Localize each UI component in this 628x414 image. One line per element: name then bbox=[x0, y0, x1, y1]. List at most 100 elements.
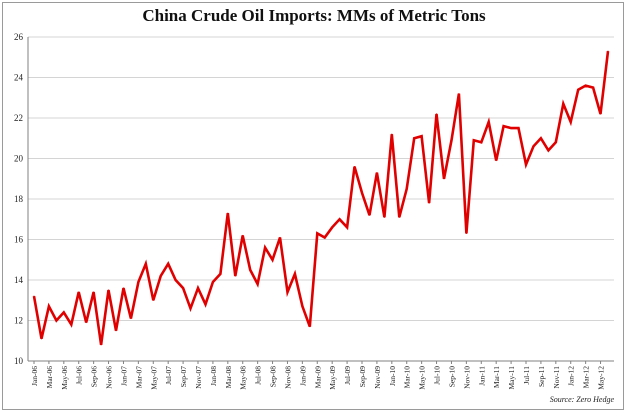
data-point bbox=[115, 330, 117, 332]
x-tick-label: Jul-10 bbox=[433, 366, 442, 385]
x-tick-label: Mar-06 bbox=[45, 366, 54, 389]
x-tick-label: Sep-07 bbox=[179, 366, 188, 387]
series-line bbox=[32, 51, 610, 345]
data-point bbox=[488, 121, 490, 123]
axes bbox=[27, 37, 614, 362]
y-tick-label: 14 bbox=[14, 275, 24, 285]
x-tick-label: May-10 bbox=[418, 366, 427, 390]
data-point bbox=[309, 325, 311, 328]
y-tick-label: 10 bbox=[14, 356, 24, 366]
x-tick-label: Sep-11 bbox=[537, 366, 546, 387]
data-point bbox=[503, 125, 505, 127]
x-tick-label: Mar-08 bbox=[224, 366, 233, 389]
data-point bbox=[607, 50, 609, 52]
data-point bbox=[130, 317, 132, 320]
data-point bbox=[167, 263, 169, 265]
y-tick-label: 12 bbox=[14, 316, 23, 326]
data-point bbox=[458, 93, 460, 95]
data-point bbox=[406, 188, 408, 190]
x-tick-label: Nov-06 bbox=[105, 366, 114, 389]
data-point bbox=[398, 216, 400, 218]
data-point bbox=[443, 178, 445, 180]
x-tick-label: Jul-08 bbox=[254, 366, 263, 385]
x-tick-label: Jul-06 bbox=[75, 366, 84, 385]
x-tick-label: Jan-12 bbox=[567, 366, 576, 386]
data-point bbox=[510, 127, 512, 129]
data-point bbox=[279, 236, 281, 239]
y-axis-ticks: 10 12 14 16 18 20 22 24 26 bbox=[14, 32, 24, 366]
data-point bbox=[160, 275, 162, 277]
y-tick-label: 24 bbox=[14, 73, 24, 83]
x-tick-label: Mar-12 bbox=[582, 366, 591, 389]
data-point bbox=[40, 338, 43, 340]
data-point bbox=[391, 133, 393, 135]
data-point bbox=[473, 139, 475, 141]
y-tick-label: 22 bbox=[14, 113, 23, 123]
x-tick-label: May-09 bbox=[328, 366, 337, 390]
data-point bbox=[286, 291, 289, 293]
data-point bbox=[145, 263, 147, 265]
data-point bbox=[346, 226, 348, 228]
data-point bbox=[555, 141, 557, 143]
data-point bbox=[592, 87, 594, 89]
data-point bbox=[353, 166, 356, 168]
data-point bbox=[219, 273, 221, 275]
x-tick-label: Jan-11 bbox=[477, 366, 486, 386]
data-point bbox=[383, 216, 385, 218]
x-tick-label: Mar-07 bbox=[134, 366, 143, 389]
data-point bbox=[249, 269, 251, 271]
data-point bbox=[212, 281, 214, 283]
x-tick-label: Mar-10 bbox=[403, 366, 412, 389]
data-point bbox=[316, 232, 318, 235]
y-tick-label: 18 bbox=[14, 194, 24, 204]
data-point bbox=[495, 159, 497, 162]
data-point bbox=[421, 135, 423, 137]
chart-frame bbox=[2, 2, 624, 410]
data-point bbox=[331, 226, 333, 228]
data-point bbox=[271, 259, 274, 261]
data-point bbox=[324, 236, 326, 239]
x-tick-label: Jan-08 bbox=[209, 366, 218, 386]
y-tick-label: 20 bbox=[14, 154, 24, 164]
data-point bbox=[204, 303, 207, 305]
data-point bbox=[435, 113, 438, 115]
data-point bbox=[301, 305, 303, 307]
data-point bbox=[189, 307, 192, 309]
x-tick-label: Jul-07 bbox=[164, 366, 173, 385]
data-point bbox=[361, 192, 363, 194]
data-point bbox=[413, 137, 415, 139]
data-point bbox=[70, 323, 72, 326]
data-point bbox=[294, 273, 296, 275]
data-point bbox=[264, 247, 266, 249]
data-point bbox=[122, 287, 125, 289]
x-tick-label: Nov-07 bbox=[194, 366, 203, 389]
data-point bbox=[48, 305, 50, 307]
data-point bbox=[339, 218, 341, 220]
data-point bbox=[55, 319, 57, 322]
data-point bbox=[93, 291, 95, 293]
data-point bbox=[257, 283, 259, 285]
data-point bbox=[78, 291, 80, 293]
data-point bbox=[599, 113, 602, 115]
x-tick-label: May-11 bbox=[507, 366, 516, 390]
data-point bbox=[33, 295, 35, 297]
x-tick-label: Jul-09 bbox=[343, 366, 352, 385]
data-point bbox=[376, 172, 378, 174]
data-point bbox=[368, 214, 371, 216]
data-point bbox=[152, 299, 154, 301]
x-tick-label: Sep-10 bbox=[447, 366, 456, 387]
x-tick-label: Sep-09 bbox=[358, 366, 367, 387]
data-point bbox=[234, 275, 236, 277]
data-point bbox=[517, 127, 520, 129]
data-point bbox=[480, 141, 482, 143]
data-point bbox=[547, 149, 549, 151]
x-tick-label: Mar-09 bbox=[313, 366, 322, 389]
chart-title: China Crude Oil Imports: MMs of Metric T… bbox=[142, 6, 486, 25]
x-tick-label: Jan-10 bbox=[388, 366, 397, 386]
data-point bbox=[570, 121, 572, 123]
x-tick-label: Nov-09 bbox=[373, 366, 382, 389]
series-layer bbox=[32, 50, 610, 346]
data-point bbox=[450, 139, 453, 141]
y-tick-label: 26 bbox=[14, 32, 24, 42]
data-point bbox=[540, 137, 542, 139]
